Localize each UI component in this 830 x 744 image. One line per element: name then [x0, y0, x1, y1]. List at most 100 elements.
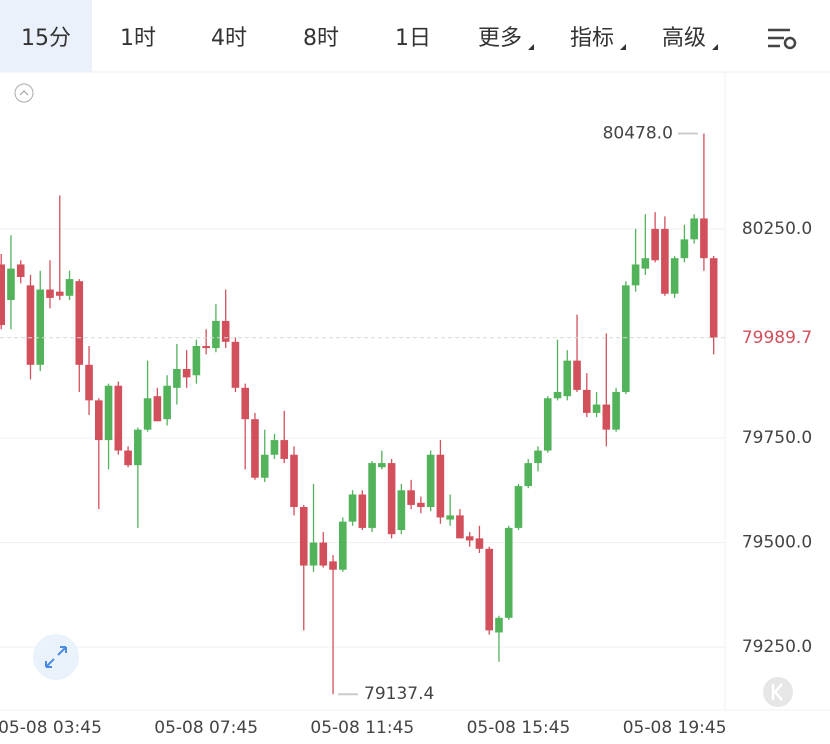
candle-body — [329, 561, 337, 570]
candle-body — [426, 454, 435, 508]
active-tab-bg — [0, 0, 92, 72]
candle-body — [387, 463, 396, 535]
min-label: 79137.4 — [364, 684, 434, 704]
candle-body — [319, 542, 328, 566]
candle-body — [46, 289, 54, 298]
candle-body — [485, 548, 493, 631]
last-price-label: 79989.7 — [742, 328, 812, 348]
candle-body — [612, 392, 620, 430]
timeframe-tab[interactable]: 4时 — [211, 26, 247, 51]
candle-body — [397, 490, 406, 531]
candle-body — [270, 440, 279, 455]
candle-body — [690, 218, 698, 240]
x-tick-label: 05-08 11:45 — [310, 718, 414, 738]
candle-body — [55, 291, 64, 296]
candle-body — [504, 527, 513, 618]
candle-body — [534, 450, 542, 464]
candle-body — [290, 454, 298, 508]
candle-body — [709, 258, 718, 338]
candle-body — [192, 345, 201, 376]
candle-body — [75, 281, 84, 365]
candle-body — [153, 396, 162, 422]
candle-body — [553, 392, 562, 399]
y-tick-label: 79250.0 — [742, 637, 812, 657]
x-tick-label: 05-08 15:45 — [467, 718, 571, 738]
candle-body — [202, 345, 210, 349]
candle-body — [114, 385, 123, 451]
candle-body — [309, 542, 318, 566]
candle-body — [221, 320, 230, 342]
settings-icon[interactable] — [768, 28, 797, 50]
candle-body — [26, 285, 35, 365]
candle-body — [339, 521, 347, 570]
timeframe-tab[interactable]: 1时 — [120, 26, 156, 51]
plot: 79250.0 79500.0 79750.0 80250.0 05-08 03:45 0… — [0, 124, 812, 738]
candle-body — [241, 387, 249, 420]
y-tick-label: 79750.0 — [742, 428, 812, 448]
candle-body — [124, 450, 132, 466]
timeframe-tab[interactable]: 更多 — [478, 26, 522, 51]
candle-body — [378, 463, 386, 468]
timeframe-tab[interactable]: 1日 — [395, 26, 431, 51]
candle-body — [661, 228, 669, 294]
x-tick-label: 05-08 07:45 — [154, 718, 258, 738]
candle-body — [514, 486, 523, 528]
candle-body — [495, 617, 503, 633]
candle-body — [251, 419, 259, 478]
candle-body — [700, 218, 708, 259]
candle-body — [173, 368, 181, 388]
candle-body — [446, 515, 454, 520]
timeframe-bar: 15分 1时 4时 8时 1日 更多 指标 高级 — [0, 0, 830, 73]
candle-body — [456, 515, 464, 539]
candle-body — [592, 404, 601, 413]
candle-body — [573, 360, 581, 390]
candle-body — [368, 463, 376, 528]
candle-body — [358, 494, 367, 528]
candle-body — [417, 502, 425, 508]
timeframe-tab[interactable]: 15分 — [21, 26, 71, 51]
candle-body — [348, 494, 357, 522]
candle-body — [641, 258, 650, 269]
back-icon[interactable] — [763, 677, 793, 707]
candle-body — [651, 228, 659, 261]
candle-body — [134, 429, 142, 466]
candle-body — [436, 454, 445, 518]
collapse-icon[interactable] — [14, 83, 34, 103]
candle-body — [631, 264, 640, 286]
candle-body — [182, 368, 191, 378]
candle-body — [563, 360, 572, 397]
y-tick-label: 80250.0 — [742, 219, 812, 239]
candle-body — [163, 385, 171, 420]
candle-body — [85, 364, 93, 401]
max-label: 80478.0 — [603, 124, 673, 144]
timeframe-tab[interactable]: 指标 — [570, 26, 614, 51]
candle-body — [299, 507, 308, 566]
x-tick-label: 05-08 03:45 — [0, 718, 102, 738]
candle-body — [407, 490, 415, 505]
candle-body — [583, 389, 591, 413]
candle-body — [524, 463, 533, 487]
timeframe-tab[interactable]: 8时 — [303, 26, 339, 51]
dropdown-arrow — [712, 44, 718, 50]
candle-body — [543, 398, 552, 451]
x-tick-label: 05-08 19:45 — [623, 718, 727, 738]
candle-body — [260, 454, 269, 478]
expand-icon[interactable] — [33, 634, 79, 680]
candle-body — [465, 536, 474, 541]
candle-body — [95, 400, 103, 441]
candle-body — [7, 268, 15, 300]
timeframe-tab[interactable]: 高级 — [662, 26, 706, 51]
candle-body — [65, 279, 74, 296]
candle-body — [475, 538, 484, 549]
candle-body — [212, 320, 220, 349]
candle-body — [280, 440, 289, 459]
candle-body — [602, 404, 611, 430]
candle-body — [231, 341, 240, 388]
y-tick-label: 79500.0 — [742, 533, 812, 553]
candle-body — [143, 398, 152, 430]
candle-body — [36, 289, 45, 365]
candle-body — [104, 385, 113, 441]
candle-body — [622, 285, 630, 392]
dropdown-arrow — [528, 44, 534, 50]
